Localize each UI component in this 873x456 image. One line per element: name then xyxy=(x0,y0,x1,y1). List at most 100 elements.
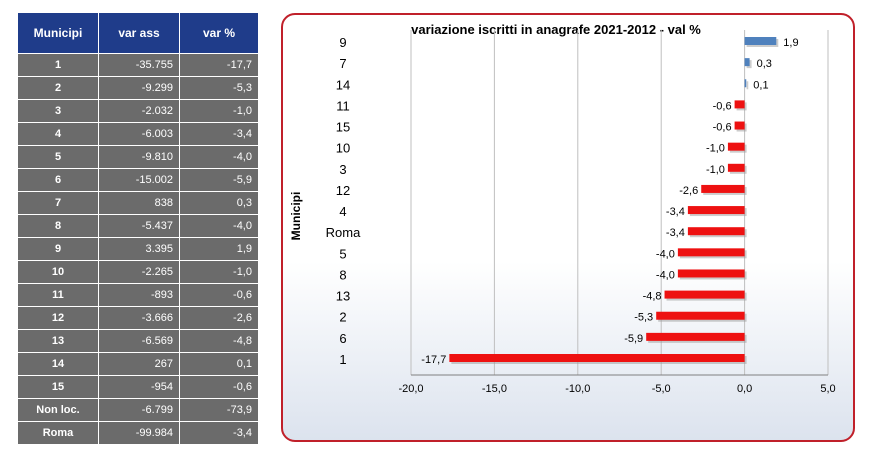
cell-var-ass: 267 xyxy=(99,352,180,375)
table-row: 7 838 0,3 xyxy=(18,191,258,214)
table-row: 13 -6.569 -4,8 xyxy=(18,329,258,352)
cell-var-ass: -35.755 xyxy=(99,53,180,76)
category-label: 1 xyxy=(339,352,346,367)
bar xyxy=(646,332,745,341)
data-label: -3,4 xyxy=(666,206,685,218)
cell-var-pct: -5,9 xyxy=(180,168,258,191)
cell-municipio: 8 xyxy=(18,214,99,237)
category-label: 15 xyxy=(336,120,350,135)
table-header-row: Municipi var ass var % xyxy=(18,13,258,53)
cell-var-ass: -6.003 xyxy=(99,122,180,145)
category-label: 11 xyxy=(336,98,350,113)
bars: 9 1,97 0,314 0,111 -0,615 -0,610 -1,03 -1,012 -2… xyxy=(326,35,799,367)
bar xyxy=(687,227,745,236)
table-row: 10 -2.265 -1,0 xyxy=(18,260,258,283)
data-label: 0,1 xyxy=(753,79,768,91)
category-label: 7 xyxy=(339,56,346,71)
table-row: 8 -5.437 -4,0 xyxy=(18,214,258,237)
cell-var-ass: 3.395 xyxy=(99,237,180,260)
data-label: -1,0 xyxy=(706,143,725,155)
x-tick-label: -20,0 xyxy=(398,383,423,395)
cell-var-ass: -9.810 xyxy=(99,145,180,168)
cell-var-pct: 1,9 xyxy=(180,237,258,260)
cell-municipio: 5 xyxy=(18,145,99,168)
cell-var-ass: -893 xyxy=(99,283,180,306)
cell-var-pct: 0,1 xyxy=(180,352,258,375)
cell-municipio: 12 xyxy=(18,306,99,329)
x-tick-label: -5,0 xyxy=(652,383,671,395)
cell-var-pct: -1,0 xyxy=(180,99,258,122)
table-row: 5 -9.810 -4,0 xyxy=(18,145,258,168)
cell-var-pct: -5,3 xyxy=(180,76,258,99)
category-label: 5 xyxy=(339,246,346,261)
category-label: 13 xyxy=(336,289,350,304)
data-label: -4,8 xyxy=(643,291,662,303)
cell-var-pct: -73,9 xyxy=(180,398,258,421)
cell-municipio: Non loc. xyxy=(18,398,99,421)
table-row: Non loc. -6.799 -73,9 xyxy=(18,398,258,421)
table-row: 9 3.395 1,9 xyxy=(18,237,258,260)
data-label: -17,7 xyxy=(421,354,446,366)
x-tick-label: -15,0 xyxy=(482,383,507,395)
header-var-ass: var ass xyxy=(99,13,180,53)
cell-var-pct: -0,6 xyxy=(180,283,258,306)
cell-municipio: 11 xyxy=(18,283,99,306)
cell-var-ass: -6.799 xyxy=(99,398,180,421)
cell-var-ass: -15.002 xyxy=(99,168,180,191)
x-tick-label: 5,0 xyxy=(820,383,835,395)
table-row: 3 -2.032 -1,0 xyxy=(18,99,258,122)
cell-var-pct: -1,0 xyxy=(180,260,258,283)
chart-frame: variazione iscritti in anagrafe 2021-201… xyxy=(281,13,855,442)
cell-municipio: 10 xyxy=(18,260,99,283)
bar xyxy=(744,58,750,67)
cell-municipio: 1 xyxy=(18,53,99,76)
data-label: -5,3 xyxy=(634,312,653,324)
data-label: -4,0 xyxy=(656,248,675,260)
table-row: 6 -15.002 -5,9 xyxy=(18,168,258,191)
bar xyxy=(727,163,745,172)
bar xyxy=(677,269,745,278)
category-label: 12 xyxy=(336,183,350,198)
category-label: 9 xyxy=(339,35,346,50)
table-row: 4 -6.003 -3,4 xyxy=(18,122,258,145)
table-body: 1 -35.755 -17,7 2 -9.299 -5,3 3 -2.032 -1,0 4 -6.0… xyxy=(18,53,258,444)
cell-var-pct: -4,0 xyxy=(180,214,258,237)
category-label: 8 xyxy=(339,267,346,282)
bar-shadow xyxy=(746,81,749,90)
bar xyxy=(449,354,745,362)
cell-municipio: 9 xyxy=(18,237,99,260)
table-row: 15 -954 -0,6 xyxy=(18,375,258,398)
table-row: 14 267 0,1 xyxy=(18,352,258,375)
cell-municipio: 13 xyxy=(18,329,99,352)
cell-var-pct: 0,3 xyxy=(180,191,258,214)
bar xyxy=(727,142,745,151)
cell-var-pct: -4,0 xyxy=(180,145,258,168)
cell-var-pct: -17,7 xyxy=(180,53,258,76)
bar xyxy=(734,100,745,109)
cell-municipio: 4 xyxy=(18,122,99,145)
cell-var-ass: 838 xyxy=(99,191,180,214)
table-row: 2 -9.299 -5,3 xyxy=(18,76,258,99)
y-axis-label: Municipi xyxy=(289,192,303,241)
bar xyxy=(687,206,745,215)
data-label: -1,0 xyxy=(706,164,725,176)
category-label: 3 xyxy=(339,162,346,177)
cell-municipio: 7 xyxy=(18,191,99,214)
gridlines: -20,0 -15,0 -10,0 -5,0 0,0 5,0 xyxy=(398,30,836,395)
category-label: 10 xyxy=(336,141,350,156)
cell-municipio: 3 xyxy=(18,99,99,122)
cell-var-pct: -3,4 xyxy=(180,122,258,145)
cell-var-ass: -3.666 xyxy=(99,306,180,329)
cell-var-ass: -2.032 xyxy=(99,99,180,122)
cell-municipio: Roma xyxy=(18,421,99,444)
category-label: 6 xyxy=(339,331,346,346)
category-label: 2 xyxy=(339,310,346,325)
municipi-table: Municipi var ass var % 1 -35.755 -17,7 2 -9.… xyxy=(18,13,258,444)
bar xyxy=(656,311,745,320)
bar xyxy=(701,184,745,193)
cell-var-ass: -954 xyxy=(99,375,180,398)
header-var-pct: var % xyxy=(180,13,258,53)
cell-var-pct: -2,6 xyxy=(180,306,258,329)
table-row: 1 -35.755 -17,7 xyxy=(18,53,258,76)
data-label: -5,9 xyxy=(624,333,643,345)
